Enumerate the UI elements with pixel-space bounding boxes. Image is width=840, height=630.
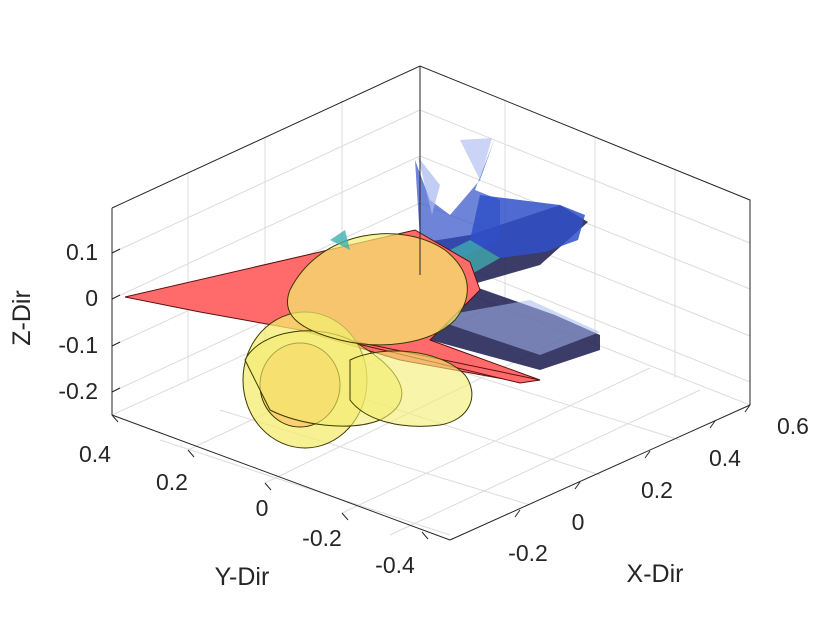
z-tick-label: -0.2	[58, 378, 98, 404]
y-axis-label: Y-Dir	[215, 563, 270, 591]
y-tick-label: -0.2	[302, 525, 342, 551]
y-tick-label: -0.4	[375, 552, 415, 578]
y-ticks: 0.4 0.2 0 -0.2 -0.4	[79, 414, 429, 578]
x-tick-label: 0.4	[709, 445, 741, 471]
axes-box	[111, 65, 751, 541]
z-tick-label: -0.1	[58, 332, 98, 358]
x-tick-label: 0.2	[641, 477, 673, 503]
x-tick-label: -0.2	[508, 540, 548, 566]
x-axis-label: X-Dir	[627, 560, 684, 588]
x-tick-label: 0	[572, 509, 585, 535]
x-ticks: -0.2 0 0.2 0.4 0.6	[508, 404, 809, 566]
rotor-surface	[242, 230, 473, 449]
y-tick-label: 0	[256, 495, 269, 521]
x-tick-label: 0.6	[777, 413, 809, 439]
z-ticks: 0.1 0 -0.1 -0.2	[58, 239, 121, 404]
z-axis-label: Z-Dir	[8, 290, 36, 346]
y-tick-label: 0.2	[156, 469, 188, 495]
y-tick-label: 0.4	[79, 441, 111, 467]
z-tick-label: 0.1	[66, 239, 98, 265]
z-tick-label: 0	[85, 285, 98, 311]
